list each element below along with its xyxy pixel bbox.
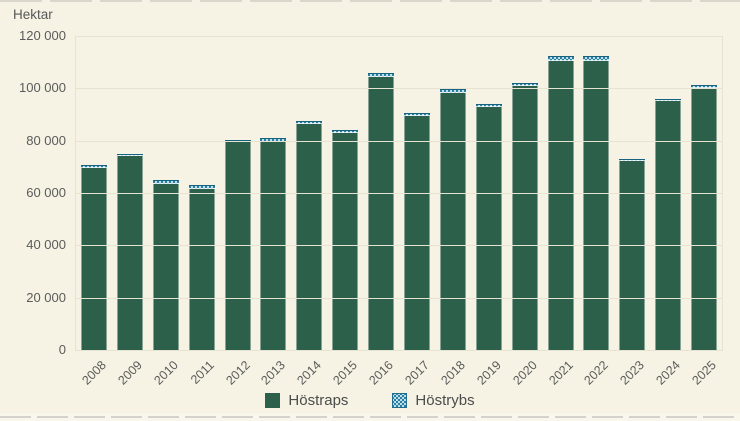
hostrybs-swatch-icon <box>392 393 408 408</box>
bar-2018-hostraps-segment[interactable] <box>439 93 466 350</box>
legend-label-hostraps: Höstraps <box>288 392 349 409</box>
bar-2023-hostrybs-segment[interactable] <box>619 159 646 161</box>
bar-2025[interactable] <box>691 85 718 350</box>
bar-2023[interactable] <box>619 159 646 350</box>
bar-2011-hostrybs-segment[interactable] <box>188 185 215 189</box>
bar-group-2015 <box>327 36 363 350</box>
hostraps-swatch-icon <box>265 393 281 408</box>
bar-2024-hostrybs-segment[interactable] <box>655 99 682 101</box>
gridline-80000 <box>76 141 722 142</box>
bar-group-2020 <box>507 36 543 350</box>
bar-group-2011 <box>184 36 220 350</box>
bar-2016-hostraps-segment[interactable] <box>368 77 395 350</box>
bar-2020[interactable] <box>511 83 538 350</box>
bar-2016-hostrybs-segment[interactable] <box>368 73 395 77</box>
bar-group-2022 <box>578 36 614 350</box>
bar-2024-hostraps-segment[interactable] <box>655 101 682 350</box>
legend-item-hostraps[interactable]: Höstraps <box>265 392 348 409</box>
bar-group-2021 <box>543 36 579 350</box>
bar-2025-hostrybs-segment[interactable] <box>691 85 718 88</box>
bar-2019-hostrybs-segment[interactable] <box>475 104 502 107</box>
bar-2009[interactable] <box>116 154 143 350</box>
bar-2012-hostraps-segment[interactable] <box>224 142 251 350</box>
bar-2021-hostrybs-segment[interactable] <box>547 56 574 61</box>
bar-2015-hostrybs-segment[interactable] <box>332 130 359 133</box>
y-tick-label-20000: 20 000 <box>26 289 66 305</box>
bar-2022-hostraps-segment[interactable] <box>583 61 610 350</box>
bar-2017-hostraps-segment[interactable] <box>403 116 430 350</box>
gridline-120000 <box>76 36 722 37</box>
bar-2019[interactable] <box>475 104 502 350</box>
bar-2013-hostrybs-segment[interactable] <box>260 138 287 142</box>
bar-2021-hostraps-segment[interactable] <box>547 61 574 350</box>
bar-2020-hostrybs-segment[interactable] <box>511 83 538 86</box>
bar-group-2010 <box>148 36 184 350</box>
bar-2008-hostraps-segment[interactable] <box>80 168 107 350</box>
bar-2019-hostraps-segment[interactable] <box>475 107 502 350</box>
bar-2008[interactable] <box>80 165 107 350</box>
y-tick-label-100000: 100 000 <box>19 80 66 96</box>
bar-2022[interactable] <box>583 56 610 350</box>
y-axis-title: Hektar <box>13 7 53 22</box>
bar-2012[interactable] <box>224 140 251 350</box>
bar-2021[interactable] <box>547 56 574 350</box>
bar-2015[interactable] <box>332 130 359 350</box>
y-tick-label-60000: 60 000 <box>26 185 66 200</box>
legend-label-hostrybs: Höstrybs <box>415 392 475 409</box>
bar-2020-hostraps-segment[interactable] <box>511 86 538 350</box>
y-tick-label-0: 0 <box>58 342 66 357</box>
bar-group-2023 <box>614 36 650 350</box>
bar-2013[interactable] <box>260 138 287 350</box>
bar-group-2018 <box>435 36 471 350</box>
y-tick-label-80000: 80 000 <box>26 132 66 148</box>
bar-group-2014 <box>291 36 327 350</box>
legend-item-hostrybs[interactable]: Höstrybs <box>392 392 475 409</box>
bars-container <box>76 36 722 350</box>
bar-2015-hostraps-segment[interactable] <box>332 133 359 350</box>
bar-group-2012 <box>220 36 256 350</box>
bar-2010-hostrybs-segment[interactable] <box>152 180 179 184</box>
legend: Höstraps Höstrybs <box>0 392 740 409</box>
bar-2018[interactable] <box>439 89 466 350</box>
bar-2008-hostrybs-segment[interactable] <box>80 165 107 168</box>
bar-2009-hostrybs-segment[interactable] <box>116 154 143 156</box>
bar-2016[interactable] <box>368 73 395 350</box>
bar-2014-hostraps-segment[interactable] <box>296 124 323 350</box>
bar-2023-hostraps-segment[interactable] <box>619 161 646 350</box>
bar-group-2009 <box>112 36 148 350</box>
bar-group-2017 <box>399 36 435 350</box>
bar-2024[interactable] <box>655 99 682 350</box>
bar-2011-hostraps-segment[interactable] <box>188 189 215 350</box>
gridline-0 <box>76 350 722 351</box>
bar-2013-hostraps-segment[interactable] <box>260 142 287 350</box>
y-tick-label-40000: 40 000 <box>26 237 66 253</box>
plot-area <box>75 36 723 351</box>
bar-2009-hostraps-segment[interactable] <box>116 156 143 350</box>
bar-2018-hostrybs-segment[interactable] <box>439 89 466 93</box>
bar-2022-hostrybs-segment[interactable] <box>583 56 610 61</box>
bar-group-2019 <box>471 36 507 350</box>
bar-2025-hostraps-segment[interactable] <box>691 88 718 350</box>
gridline-20000 <box>76 298 722 299</box>
gridline-60000 <box>76 193 722 194</box>
y-tick-label-120000: 120 000 <box>19 28 66 43</box>
gridline-100000 <box>76 88 722 89</box>
bar-2011[interactable] <box>188 185 215 350</box>
bar-group-2025 <box>686 36 722 350</box>
bottom-dashed-border <box>0 416 740 418</box>
bar-group-2024 <box>650 36 686 350</box>
bar-group-2013 <box>255 36 291 350</box>
x-axis-tick-labels: 2008 2009 2010 2011 2012 2013 2014 2015 2016 2017… <box>0 352 740 396</box>
bar-2017-hostrybs-segment[interactable] <box>403 113 430 116</box>
bar-group-2016 <box>363 36 399 350</box>
bar-group-2008 <box>76 36 112 350</box>
bar-2017[interactable] <box>403 113 430 350</box>
bar-2014-hostrybs-segment[interactable] <box>296 121 323 124</box>
bar-2014[interactable] <box>296 121 323 350</box>
top-dashed-border <box>0 0 740 2</box>
gridline-40000 <box>76 245 722 246</box>
bar-2010[interactable] <box>152 180 179 350</box>
bar-2010-hostraps-segment[interactable] <box>152 184 179 350</box>
